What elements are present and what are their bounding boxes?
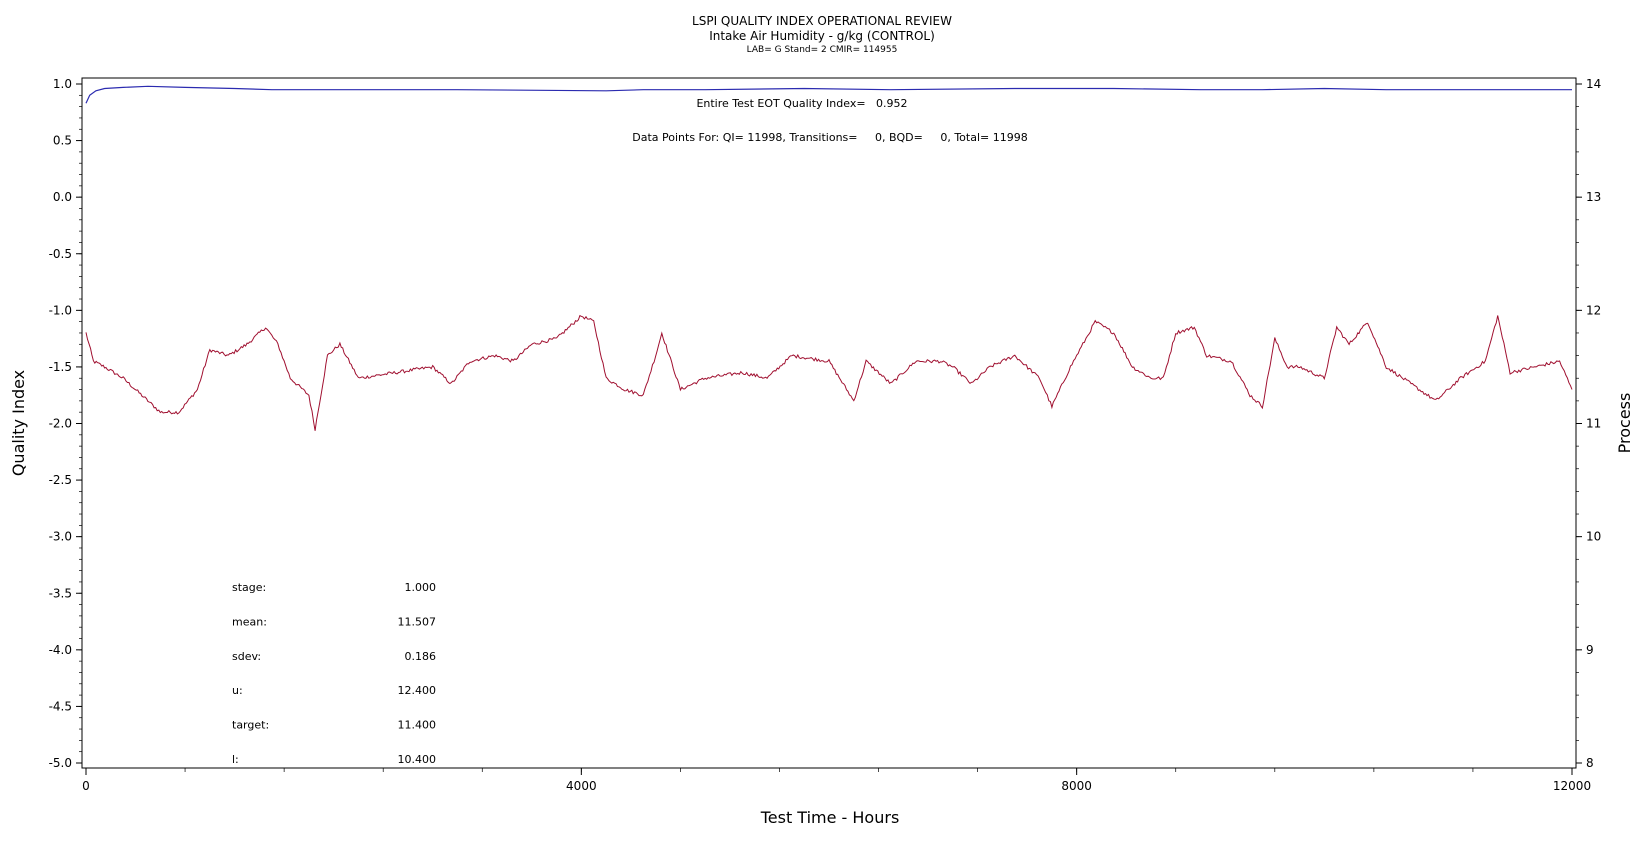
stat-label: target: bbox=[232, 719, 269, 732]
eot-quality-index-annotation: Entire Test EOT Quality Index= 0.952 bbox=[696, 97, 907, 110]
y-left-tick-label: 0.5 bbox=[53, 134, 72, 148]
x-tick-label: 8000 bbox=[1061, 779, 1092, 793]
chart-subtitle: Intake Air Humidity - g/kg (CONTROL) bbox=[709, 29, 935, 43]
y-right-axis-label: Process bbox=[1615, 393, 1634, 454]
x-tick-label: 12000 bbox=[1553, 779, 1591, 793]
y-left-axis-label: Quality Index bbox=[9, 370, 28, 476]
chart-title: LSPI QUALITY INDEX OPERATIONAL REVIEW bbox=[692, 14, 952, 28]
x-tick-label: 4000 bbox=[566, 779, 597, 793]
stats-block: stage: 1.000 mean: 11.507 sdev: 0.186 u: 12.400… bbox=[232, 581, 436, 766]
y-left-tick-label: -3.5 bbox=[49, 586, 72, 600]
y-left-tick-label: -1.5 bbox=[49, 360, 72, 374]
series-layer bbox=[85, 85, 1573, 431]
stat-label: mean: bbox=[232, 615, 267, 628]
y-left-axis: 1.0 0.5 0.0 -0.5 -1.0 -1.5 -2.0 -2.5 -3.0 -3.5 -4.… bbox=[49, 77, 82, 770]
y-left-tick-label: -2.5 bbox=[49, 473, 72, 487]
y-left-tick-label: -1.0 bbox=[49, 303, 72, 317]
y-left-tick-label: -0.5 bbox=[49, 247, 72, 261]
y-right-tick-label: 11 bbox=[1586, 417, 1601, 431]
stat-value: 0.186 bbox=[405, 650, 437, 663]
stat-label: l: bbox=[232, 753, 239, 766]
x-axis-label: Test Time - Hours bbox=[760, 808, 900, 827]
y-right-tick-label: 9 bbox=[1586, 643, 1594, 657]
data-points-annotation: Data Points For: QI= 11998, Transitions=… bbox=[632, 131, 1027, 144]
y-right-axis: 14 13 12 11 10 9 8 bbox=[1576, 77, 1601, 770]
stat-value: 12.400 bbox=[398, 684, 437, 697]
y-left-tick-label: 1.0 bbox=[53, 77, 72, 91]
y-right-tick-label: 12 bbox=[1586, 303, 1601, 317]
y-left-tick-label: -2.0 bbox=[49, 417, 72, 431]
x-axis: 0 4000 8000 12000 bbox=[82, 768, 1591, 793]
y-right-tick-label: 14 bbox=[1586, 77, 1601, 91]
stat-value: 1.000 bbox=[405, 581, 437, 594]
quality-index-series-line bbox=[85, 85, 1572, 104]
y-left-tick-label: -5.0 bbox=[49, 756, 72, 770]
y-left-tick-label: -4.0 bbox=[49, 643, 72, 657]
y-right-tick-label: 10 bbox=[1586, 530, 1601, 544]
y-left-tick-label: -3.0 bbox=[49, 530, 72, 544]
y-right-tick-label: 13 bbox=[1586, 190, 1601, 204]
y-left-tick-label: 0.0 bbox=[53, 190, 72, 204]
chart-subtitle-2: LAB= G Stand= 2 CMIR= 114955 bbox=[747, 45, 898, 55]
stat-value: 10.400 bbox=[398, 753, 437, 766]
stat-value: 11.400 bbox=[398, 719, 437, 732]
stat-label: u: bbox=[232, 684, 243, 697]
x-tick-label: 0 bbox=[82, 779, 90, 793]
stat-value: 11.507 bbox=[398, 615, 437, 628]
process-series-line bbox=[85, 314, 1573, 431]
stat-label: sdev: bbox=[232, 650, 261, 663]
y-left-tick-label: -4.5 bbox=[49, 699, 72, 713]
stat-label: stage: bbox=[232, 581, 266, 594]
y-right-tick-label: 8 bbox=[1586, 756, 1594, 770]
